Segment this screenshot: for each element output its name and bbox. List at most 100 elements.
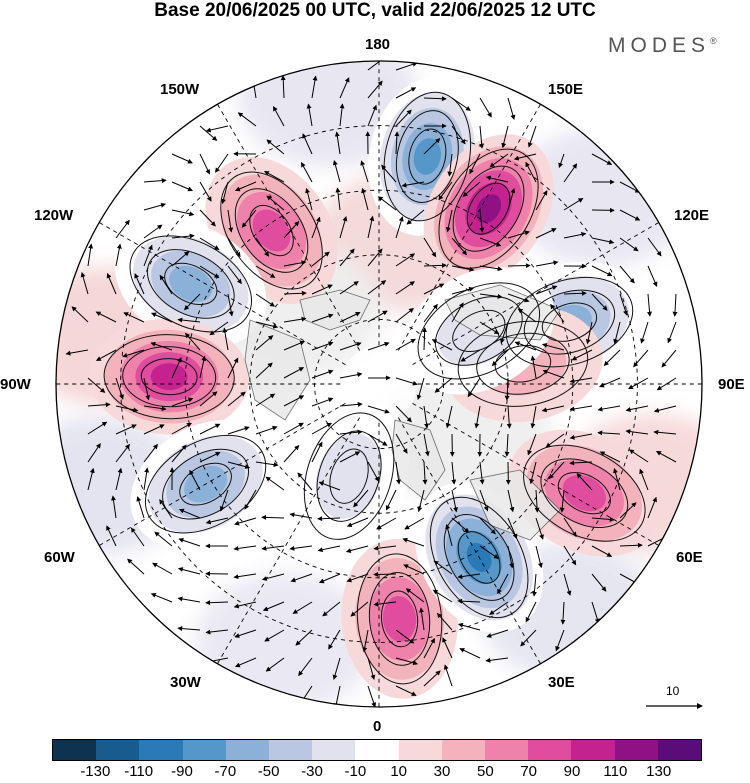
wind-vector [350, 601, 369, 617]
wind-vector [569, 377, 593, 384]
wind-vector [367, 80, 383, 99]
wind-vector [656, 377, 677, 391]
wind-vector [401, 181, 425, 188]
wind-vector [497, 573, 509, 595]
wind-vector [311, 422, 332, 435]
wind-vector [558, 153, 565, 169]
wind-vector [171, 397, 194, 407]
wind-vector [199, 209, 216, 227]
wind-vector [87, 421, 108, 435]
wind-vector [367, 61, 387, 71]
wind-vector [159, 274, 173, 295]
wind-vector [419, 607, 425, 631]
wind-vector [150, 341, 173, 351]
wind-vector [292, 601, 313, 614]
wind-vector [339, 429, 363, 435]
wind-vector [563, 573, 572, 596]
wind-vector [520, 629, 537, 647]
wind-vector [507, 545, 514, 569]
wind-vector [479, 293, 503, 299]
height-contour-rings [457, 320, 589, 407]
wind-vector [507, 230, 530, 239]
arctic-land [244, 284, 561, 541]
wind-vector [404, 517, 425, 530]
wind-vector [134, 273, 145, 295]
wind-vector [367, 341, 390, 351]
wind-vector [367, 461, 380, 482]
colorbar-swatch [528, 740, 572, 760]
wind-vector [189, 469, 201, 491]
height-contour-rings [383, 91, 472, 222]
wind-vector [339, 216, 348, 239]
wind-vector [591, 601, 600, 624]
wind-vector [263, 170, 285, 183]
wind-vector [395, 61, 418, 71]
wind-vector [479, 209, 485, 233]
wind-vectors [65, 61, 678, 707]
wind-vector [591, 153, 613, 165]
wind-vector [507, 188, 516, 211]
wind-vector [633, 349, 649, 368]
wind-vector [171, 181, 194, 192]
wind-vector [261, 573, 285, 581]
wind-vector [367, 215, 375, 239]
height-contour-rings [129, 235, 253, 333]
wind-vector [474, 405, 481, 429]
wind-vector [661, 349, 677, 368]
wind-vector [436, 612, 453, 631]
wind-vector [451, 517, 470, 533]
wind-vector [339, 451, 361, 463]
map-border [55, 60, 703, 708]
wind-vector [311, 313, 334, 323]
wind-vector [311, 284, 333, 295]
wind-vector [255, 461, 279, 468]
colorbar-swatch [312, 740, 356, 760]
wind-vector [339, 281, 359, 295]
colorbar-swatch [355, 740, 399, 760]
wind-vector [199, 237, 220, 250]
wind-vector [619, 237, 639, 252]
wind-vector [469, 153, 481, 175]
wind-vector [423, 283, 445, 295]
wind-vector [111, 495, 117, 519]
wind-vector [506, 405, 512, 429]
wind-vector [237, 112, 257, 127]
wind-vector [534, 489, 540, 513]
wind-vector [136, 496, 145, 519]
wind-vector [311, 369, 334, 379]
wind-vector [261, 545, 285, 551]
wind-vector [233, 601, 257, 609]
wind-vector [417, 489, 425, 513]
wind-vector [445, 209, 453, 233]
wind-vector [525, 161, 537, 183]
wind-vector [283, 290, 307, 296]
colorbar-tick-label: 110 [603, 763, 628, 780]
wind-vector [628, 449, 649, 463]
label-30e: 30E [548, 674, 575, 691]
wind-vector [541, 405, 565, 413]
wind-vector [591, 516, 615, 522]
wind-vector [535, 285, 558, 295]
wind-vector [334, 131, 341, 155]
wind-vector [640, 321, 649, 344]
wind-vector [550, 303, 565, 323]
landmass [444, 284, 561, 341]
wind-vector [423, 303, 438, 323]
wind-vector [362, 629, 369, 653]
wind-vector [514, 341, 537, 351]
wind-vector [177, 626, 201, 632]
wind-vector [433, 560, 453, 575]
wind-vector [171, 209, 195, 217]
wind-vector [451, 489, 458, 513]
wind-vector [322, 601, 341, 617]
wind-vector [479, 321, 500, 335]
label-90w: 90W [0, 376, 31, 393]
wind-vector [451, 237, 467, 256]
wind-vector [367, 405, 390, 414]
wind-vector [563, 231, 587, 239]
wind-vector [335, 187, 341, 211]
wind-vector [613, 467, 621, 491]
wind-vector [655, 450, 677, 463]
wind-vector [507, 489, 515, 513]
wind-vector [199, 451, 221, 463]
